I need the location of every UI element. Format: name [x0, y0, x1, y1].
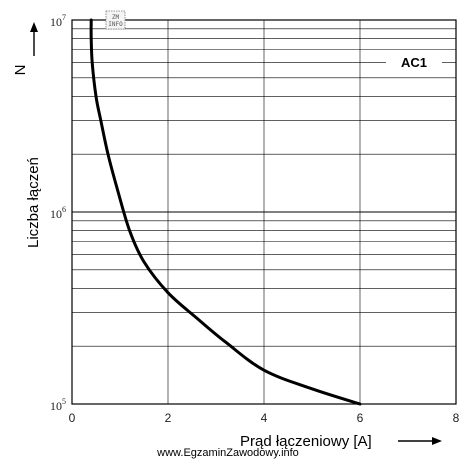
- x-tick-label: 2: [165, 411, 172, 425]
- badge-line-1: ZM: [112, 14, 120, 21]
- y-tick-label: 106: [50, 205, 66, 221]
- series-line: [89, 18, 362, 406]
- y-axis-symbol: N: [12, 65, 29, 76]
- x-tick-labels: 0 2 4 6 8: [69, 411, 460, 425]
- x-axis-label: Prąd łączeniowy [A]: [240, 433, 372, 450]
- x-axis-arrow-icon: [398, 437, 442, 445]
- y-tick-label: 105: [50, 397, 66, 413]
- y-axis-arrow-icon: [30, 22, 38, 56]
- badge-line-2: INFO: [108, 21, 123, 28]
- y-axis-label: Liczba łączeń: [25, 157, 42, 248]
- y-tick-label: 107: [50, 13, 66, 29]
- x-tick-label: 6: [357, 411, 364, 425]
- y-tick-labels: 105 106 107: [50, 13, 66, 413]
- x-tick-label: 8: [453, 411, 460, 425]
- x-tick-label: 4: [261, 411, 268, 425]
- annotation-label: AC1: [401, 55, 427, 70]
- watermark: www.EgzaminZawodowy.info: [156, 447, 299, 459]
- grid: [72, 20, 456, 404]
- annotation-box: AC1: [386, 52, 442, 72]
- badge-icon: ZM INFO: [105, 10, 126, 30]
- plot-frame: [71, 19, 457, 405]
- x-tick-label: 0: [69, 411, 76, 425]
